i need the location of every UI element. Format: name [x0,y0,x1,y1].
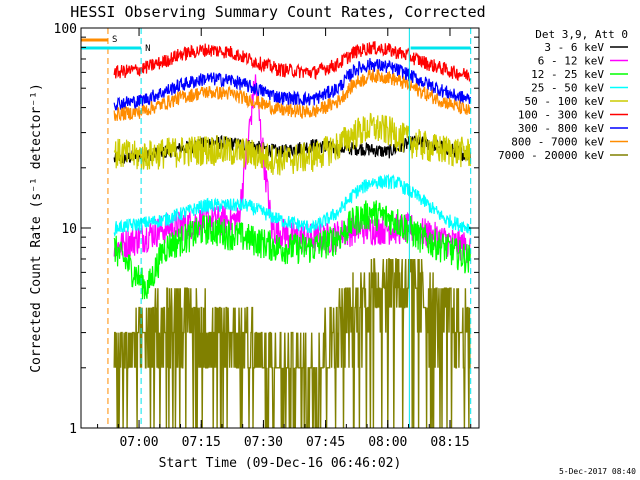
legend-label-1: 3 - 6 keV [544,41,604,54]
series-line-5 [113,112,471,176]
legend-label-6: 100 - 300 keV [518,109,604,122]
series-line-7 [113,58,471,111]
series-line-3 [113,200,471,300]
x-tick-label-3: 07:30 [244,435,283,450]
x-tick-label-4: 07:45 [306,435,345,450]
series-line-8 [113,69,471,121]
legend-label-5: 50 - 100 keV [525,95,605,108]
x-tick-label-5: 08:00 [368,435,407,450]
series-line-4 [113,173,471,237]
legend-label-2: 6 - 12 keV [538,55,605,68]
legend-label-7: 300 - 800 keV [518,122,604,135]
y-axis-label: Corrected Count Rate (s⁻¹ detector⁻¹) [29,83,44,373]
legend-label-9: 7000 - 20000 keV [498,149,604,162]
legend-label-3: 12 - 25 keV [531,68,604,81]
x-axis-label: Start Time (09-Dec-16 06:46:02) [159,456,402,471]
chart-title: HESSI Observing Summary Count Rates, Cor… [70,3,485,21]
x-tick-label-1: 07:00 [119,435,158,450]
legend-header: Det 3,9, Att 0 [535,28,628,41]
x-tick-label-2: 07:15 [182,435,221,450]
y-tick-label-1: 1 [69,422,77,437]
legend-label-4: 25 - 50 keV [531,82,604,95]
flag-label-N: N [145,44,150,54]
footer-timestamp: 5-Dec-2017 08:40 [559,467,636,476]
y-tick-label-2: 10 [61,222,77,237]
x-tick-label-6: 08:15 [430,435,469,450]
y-tick-label-3: 100 [54,22,77,37]
series-line-9 [113,258,471,428]
legend-label-8: 800 - 7000 keV [511,136,604,149]
flag-label-S: S [112,35,117,45]
series-line-6 [113,41,471,83]
